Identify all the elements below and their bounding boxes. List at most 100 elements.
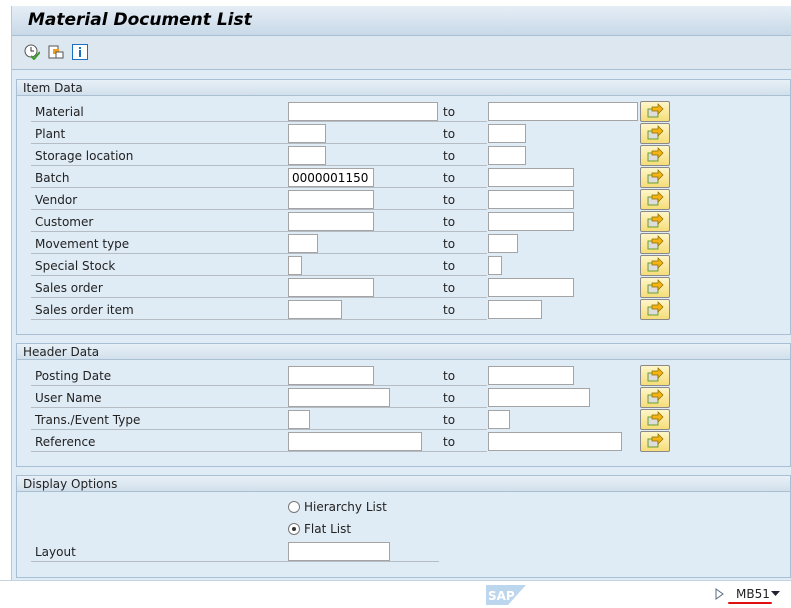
field-label: Customer xyxy=(31,213,439,232)
to-label: to xyxy=(439,411,487,430)
multiple-selection-icon xyxy=(647,191,664,206)
multiple-selection-icon xyxy=(647,147,664,162)
selection-row: Plant to xyxy=(17,122,790,144)
selection-row: Reference to xyxy=(17,430,790,452)
flat-list-option[interactable]: Flat List xyxy=(17,518,790,540)
multiple-selection-button[interactable] xyxy=(640,277,670,298)
tcode-underline xyxy=(728,602,772,604)
execute-clock-icon[interactable] xyxy=(24,44,40,60)
multiple-selection-icon xyxy=(647,103,664,118)
from-input[interactable] xyxy=(288,366,374,385)
multiple-selection-icon xyxy=(647,125,664,140)
selection-row: Batch to xyxy=(17,166,790,188)
multiple-selection-icon xyxy=(647,213,664,228)
multiple-selection-button[interactable] xyxy=(640,233,670,254)
multiple-selection-button[interactable] xyxy=(640,167,670,188)
play-triangle-icon[interactable] xyxy=(715,588,724,600)
from-input[interactable] xyxy=(288,410,310,429)
to-label: to xyxy=(439,433,487,452)
to-label: to xyxy=(439,213,487,232)
to-input[interactable] xyxy=(488,410,510,429)
to-input[interactable] xyxy=(488,300,542,319)
multiple-selection-icon xyxy=(647,301,664,316)
multiple-selection-button[interactable] xyxy=(640,299,670,320)
to-input[interactable] xyxy=(488,234,518,253)
to-label: to xyxy=(439,147,487,166)
multiple-selection-button[interactable] xyxy=(640,255,670,276)
from-input[interactable] xyxy=(288,190,374,209)
to-input[interactable] xyxy=(488,388,590,407)
field-label: Plant xyxy=(31,125,439,144)
multiple-selection-button[interactable] xyxy=(640,365,670,386)
selection-row: Movement type to xyxy=(17,232,790,254)
multiple-selection-button[interactable] xyxy=(640,387,670,408)
from-input[interactable] xyxy=(288,256,302,275)
layout-input[interactable] xyxy=(288,542,390,561)
radio-label: Hierarchy List xyxy=(304,500,387,514)
hierarchy-list-option[interactable]: Hierarchy List xyxy=(17,496,790,518)
from-input[interactable] xyxy=(288,278,374,297)
multiple-selection-icon xyxy=(647,279,664,294)
multiple-selection-button[interactable] xyxy=(640,211,670,232)
from-input[interactable] xyxy=(288,234,318,253)
selection-row: Sales order item to xyxy=(17,298,790,320)
multiple-selection-icon xyxy=(647,169,664,184)
field-label: Layout xyxy=(31,543,439,562)
multiple-selection-button[interactable] xyxy=(640,145,670,166)
selection-row: Customer to xyxy=(17,210,790,232)
to-input[interactable] xyxy=(488,102,638,121)
chevron-down-icon[interactable] xyxy=(771,591,780,597)
multiple-selection-button[interactable] xyxy=(640,123,670,144)
radio-label: Flat List xyxy=(304,522,352,536)
multiple-selection-button[interactable] xyxy=(640,101,670,122)
sap-window: Material Document List Item Data Materia… xyxy=(11,6,791,580)
page-title: Material Document List xyxy=(28,10,252,30)
to-label: to xyxy=(439,191,487,210)
to-input[interactable] xyxy=(488,212,574,231)
from-input[interactable] xyxy=(288,388,390,407)
to-label: to xyxy=(439,125,487,144)
to-input[interactable] xyxy=(488,256,502,275)
to-label: to xyxy=(439,235,487,254)
to-input[interactable] xyxy=(488,146,526,165)
from-input[interactable] xyxy=(288,432,422,451)
field-label: Posting Date xyxy=(31,367,439,386)
from-input[interactable] xyxy=(288,168,374,187)
selection-row: Vendor to xyxy=(17,188,790,210)
hierarchy-list-radio[interactable] xyxy=(288,501,300,513)
to-input[interactable] xyxy=(488,190,574,209)
display-options-group: Display Options Hierarchy List Flat List… xyxy=(16,475,791,578)
to-label: to xyxy=(439,257,487,276)
selection-row: Material to xyxy=(17,100,790,122)
multiple-selection-button[interactable] xyxy=(640,189,670,210)
layout-row: Layout xyxy=(17,540,790,562)
selection-row: Special Stock to xyxy=(17,254,790,276)
svg-text:SAP: SAP xyxy=(488,589,515,603)
from-input[interactable] xyxy=(288,146,326,165)
from-input[interactable] xyxy=(288,102,438,121)
toolbar xyxy=(12,36,791,70)
to-input[interactable] xyxy=(488,432,622,451)
multiple-selection-button[interactable] xyxy=(640,431,670,452)
field-label: Vendor xyxy=(31,191,439,210)
to-input[interactable] xyxy=(488,278,574,297)
title-bar: Material Document List xyxy=(12,6,791,36)
to-input[interactable] xyxy=(488,366,574,385)
item-data-group: Item Data Material to Plant to Storage l… xyxy=(16,79,791,335)
to-label: to xyxy=(439,103,487,122)
from-input[interactable] xyxy=(288,124,326,143)
multiple-selection-icon xyxy=(647,411,664,426)
selection-row: User Name to xyxy=(17,386,790,408)
to-input[interactable] xyxy=(488,168,574,187)
from-input[interactable] xyxy=(288,300,342,319)
sap-logo: SAP xyxy=(486,585,526,605)
field-label: Material xyxy=(31,103,439,122)
info-icon[interactable] xyxy=(72,44,88,60)
field-label: Special Stock xyxy=(31,257,439,276)
multiple-selection-button[interactable] xyxy=(640,409,670,430)
flat-list-radio[interactable] xyxy=(288,523,300,535)
to-input[interactable] xyxy=(488,124,526,143)
from-input[interactable] xyxy=(288,212,374,231)
get-variant-icon[interactable] xyxy=(48,44,64,60)
field-label: User Name xyxy=(31,389,439,408)
